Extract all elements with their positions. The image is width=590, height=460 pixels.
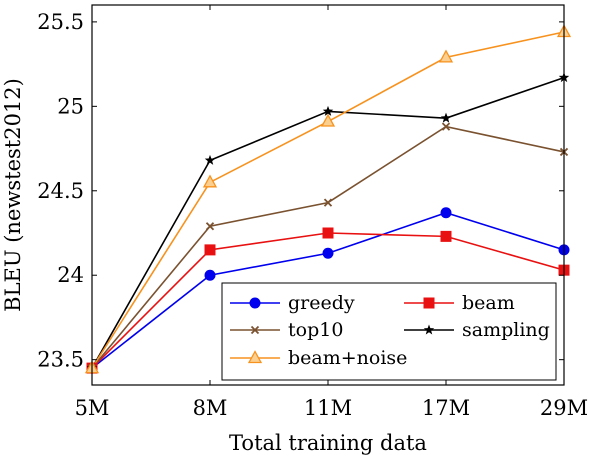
legend-marker-beam	[423, 297, 435, 309]
y-axis-title: BLEU (newstest2012)	[1, 78, 25, 312]
data-point-beam-noise-3	[438, 49, 454, 63]
data-point-beam-1	[204, 244, 216, 256]
x-axis-title: Total training data	[229, 431, 427, 455]
legend-marker-beam-noise	[247, 350, 263, 364]
data-point-sampling-3	[440, 112, 452, 123]
legend-entry-beam: beam	[404, 292, 515, 314]
x-tick-label: 8M	[193, 396, 228, 420]
legend-label: top10	[288, 319, 343, 341]
x-tick-label: 29M	[540, 396, 588, 420]
y-tick-label: 24	[57, 263, 84, 287]
legend-label: sampling	[462, 319, 550, 341]
legend: greedy beam top10 sampling beam+noise	[221, 282, 557, 381]
data-point-greedy-1	[204, 269, 216, 281]
x-tick-label: 11M	[304, 396, 352, 420]
data-point-top10-3	[441, 122, 451, 131]
data-point-beam-3	[440, 230, 452, 242]
data-point-greedy-3	[440, 207, 452, 219]
legend-label: beam	[462, 292, 515, 314]
legend-entry-greedy: greedy	[230, 292, 355, 314]
y-tick-label: 23.5	[37, 348, 84, 372]
legend-label: beam+noise	[288, 347, 407, 369]
y-tick-label: 24.5	[37, 179, 84, 203]
legend-box	[221, 282, 557, 381]
legend-marker-greedy	[249, 297, 261, 309]
data-point-top10-2	[323, 198, 333, 207]
data-point-sampling-1	[204, 154, 216, 165]
data-point-beam-2	[322, 227, 334, 239]
x-tick-label: 5M	[75, 396, 110, 420]
y-tick-label: 25	[57, 94, 84, 118]
legend-label: greedy	[288, 292, 355, 314]
data-point-sampling-2	[322, 105, 334, 116]
x-tick-label: 17M	[422, 396, 470, 420]
data-point-beam-noise-2	[320, 113, 336, 127]
data-point-greedy-2	[322, 247, 334, 259]
data-point-beam-noise-1	[202, 174, 218, 188]
axis-ticks: 5M 8M 11M 17M 29M 23.5 24 24.5 25 25.5	[37, 5, 588, 420]
legend-entry-sampling: sampling	[404, 319, 550, 341]
legend-marker-sampling	[423, 324, 435, 335]
legend-marker-top10	[250, 325, 260, 335]
legend-entry-top10: top10	[230, 319, 343, 341]
legend-entry-beam-noise: beam+noise	[230, 347, 407, 369]
y-tick-label: 25.5	[37, 10, 84, 34]
data-point-top10-1	[205, 222, 215, 231]
